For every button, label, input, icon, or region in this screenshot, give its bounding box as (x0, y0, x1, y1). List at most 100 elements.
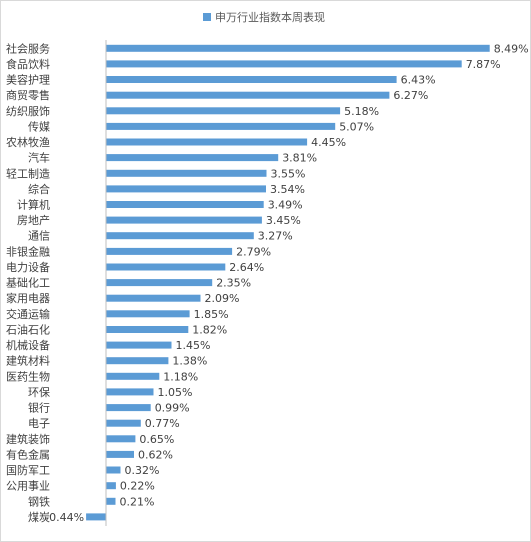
bar (106, 482, 116, 490)
data-label: 2.35% (216, 277, 251, 290)
category-label: 轻工制造 (6, 166, 50, 180)
bar (106, 404, 151, 412)
data-label: 2.09% (205, 292, 240, 305)
bar (106, 76, 397, 83)
legend-label: 申万行业指数本周表现 (215, 10, 325, 24)
category-label: 有色金属 (6, 447, 50, 461)
category-labels: 社会服务食品饮料美容护理商贸零售纺织服饰传媒农林牧渔汽车轻工制造综合计算机房地产… (6, 41, 50, 524)
data-label: 0.99% (155, 402, 190, 415)
category-label: 建筑装饰 (6, 432, 50, 446)
data-label: 0.22% (120, 480, 155, 493)
bar (106, 169, 267, 177)
bar (106, 44, 490, 52)
category-label: 食品饮料 (6, 57, 50, 71)
category-label: 纺织服饰 (6, 104, 50, 118)
category-label: 家用电器 (6, 291, 50, 305)
data-label: 5.18% (344, 105, 379, 118)
data-label: 3.45% (266, 214, 301, 227)
category-label: 公用事业 (6, 480, 50, 493)
data-label: 0.77% (145, 417, 180, 430)
bar (106, 310, 190, 318)
bar (106, 497, 116, 505)
data-label: 3.49% (268, 199, 303, 212)
legend: 申万行业指数本周表现 (203, 10, 325, 24)
data-label: 8.49% (494, 42, 529, 55)
category-label: 电子 (28, 417, 50, 430)
bar (106, 388, 154, 396)
bar (106, 450, 134, 458)
bar (106, 122, 336, 130)
data-label: 2.79% (236, 245, 271, 258)
category-label: 美容护理 (6, 73, 50, 87)
category-label: 计算机 (17, 198, 50, 212)
data-label: 7.87% (466, 58, 501, 71)
category-label: 国防军工 (6, 463, 50, 477)
data-label: 1.82% (192, 324, 227, 337)
bar (106, 138, 308, 146)
data-label: 3.54% (270, 183, 305, 196)
category-label: 房地产 (17, 213, 50, 227)
category-label: 钢铁 (28, 495, 50, 508)
bar (106, 185, 266, 193)
data-label: -0.44% (45, 511, 84, 524)
bar (106, 216, 262, 224)
category-label: 煤炭 (28, 511, 50, 524)
bar (106, 326, 189, 333)
category-label: 环保 (28, 385, 50, 399)
category-label: 交通运输 (6, 307, 50, 321)
data-label: 0.32% (125, 464, 160, 477)
data-label: 5.07% (339, 120, 374, 133)
category-label: 医药生物 (6, 369, 50, 383)
bar (106, 263, 226, 271)
bar (106, 91, 390, 99)
data-labels: 8.49% 7.87% 6.43% 6.27% 5.18% 5.07% 4.45% 3.81%… (45, 42, 528, 524)
bar (106, 372, 160, 380)
bar (106, 357, 169, 365)
data-label: 1.05% (158, 386, 193, 399)
category-label: 传媒 (28, 120, 50, 133)
category-label: 通信 (28, 230, 50, 243)
bar (106, 466, 121, 474)
bar (106, 107, 341, 115)
data-label: 3.55% (271, 167, 306, 180)
bar (106, 154, 279, 162)
category-label: 社会服务 (6, 41, 50, 55)
bars (86, 44, 490, 521)
category-label: 非银金融 (6, 244, 50, 258)
legend-swatch (203, 13, 211, 21)
data-label: 6.27% (393, 89, 428, 102)
data-label: 1.85% (194, 308, 229, 321)
bar (106, 435, 136, 443)
category-label: 石油石化 (6, 323, 50, 337)
bar (106, 232, 254, 240)
data-label: 4.45% (311, 136, 346, 149)
bar (106, 60, 462, 68)
data-label: 0.62% (138, 448, 173, 461)
category-label: 农林牧渔 (6, 135, 50, 149)
data-label: 0.65% (139, 433, 174, 446)
category-label: 综合 (28, 182, 50, 196)
data-label: 3.27% (258, 230, 293, 243)
data-label: 1.45% (176, 339, 211, 352)
category-label: 汽车 (28, 151, 50, 165)
category-label: 商贸零售 (6, 88, 50, 102)
bar (106, 419, 141, 427)
data-label: 1.38% (172, 355, 207, 368)
category-label: 电力设备 (6, 260, 50, 274)
category-label: 基础化工 (6, 276, 50, 290)
bar (106, 201, 264, 208)
bar (106, 279, 213, 287)
bar (106, 341, 172, 349)
category-label: 建筑材料 (6, 354, 50, 368)
data-label: 0.21% (120, 495, 155, 508)
bar (106, 247, 233, 255)
bar (86, 513, 106, 521)
data-label: 6.43% (401, 74, 436, 87)
bar (106, 294, 201, 302)
data-label: 3.81% (282, 152, 317, 165)
data-label: 1.18% (163, 370, 198, 383)
category-label: 银行 (28, 401, 50, 415)
data-label: 2.64% (229, 261, 264, 274)
category-label: 机械设备 (6, 338, 50, 352)
